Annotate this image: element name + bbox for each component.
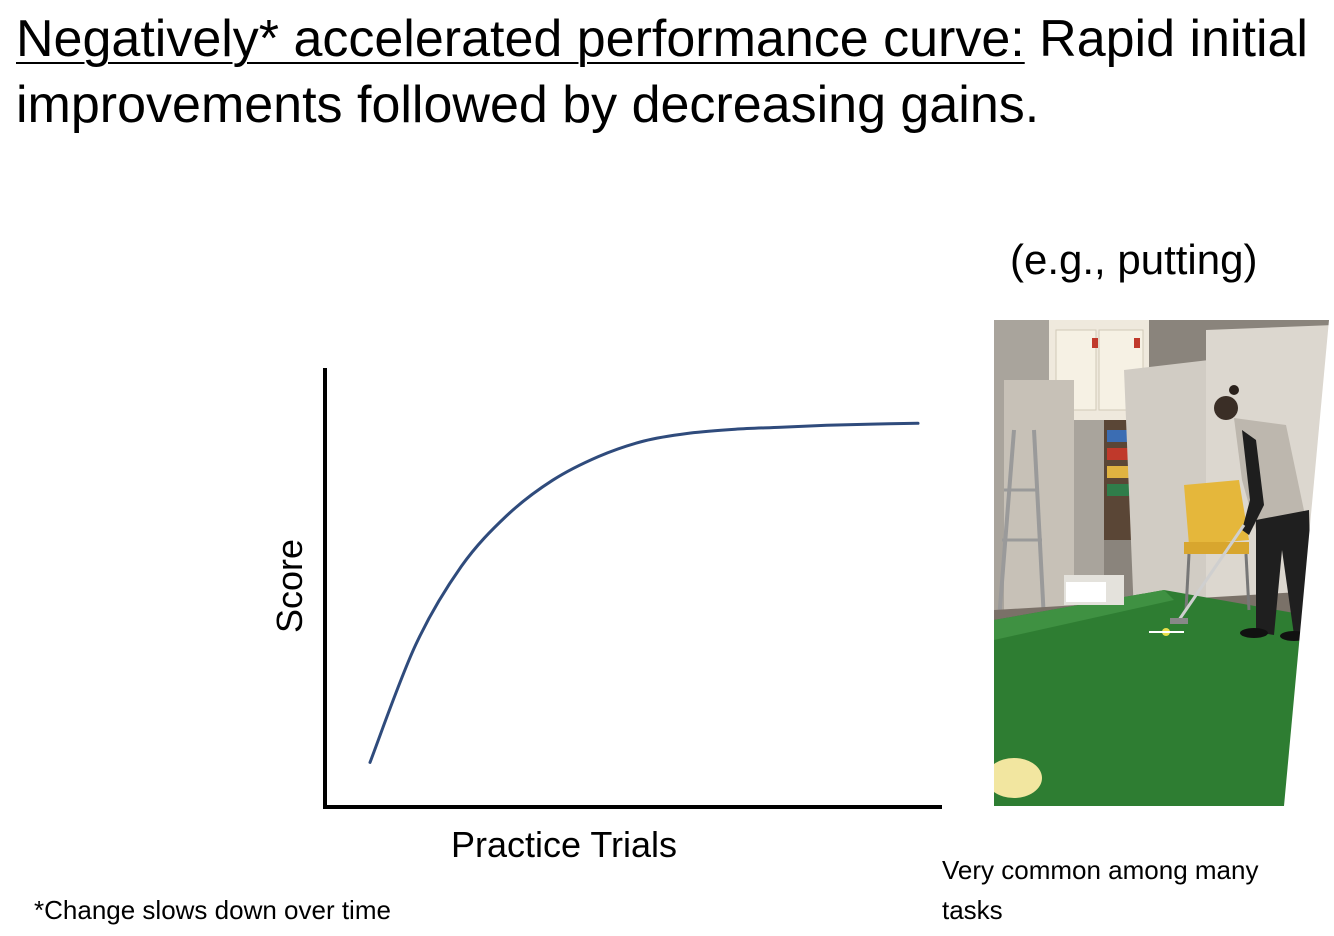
golf-putting-photo-icon [994,320,1334,806]
side-note: Very common among many tasks [942,855,1259,925]
footnote: *Change slows down over time [34,895,391,925]
performance-curve-chart: Practice Trials Score [250,350,970,870]
golf-putting-photo [994,320,1334,806]
chart-svg: Practice Trials Score [269,368,942,865]
y-axis-label: Score [269,539,310,633]
x-axis-label: Practice Trials [451,824,677,865]
photo-caption: (e.g., putting) [1010,236,1258,283]
performance-curve-line [368,421,920,764]
slide-title: Negatively* accelerated performance curv… [16,6,1316,138]
title-underlined-part: Negatively* accelerated performance curv… [16,10,1025,68]
title-rest: Rapid initial improvements followed by d… [16,10,1308,134]
